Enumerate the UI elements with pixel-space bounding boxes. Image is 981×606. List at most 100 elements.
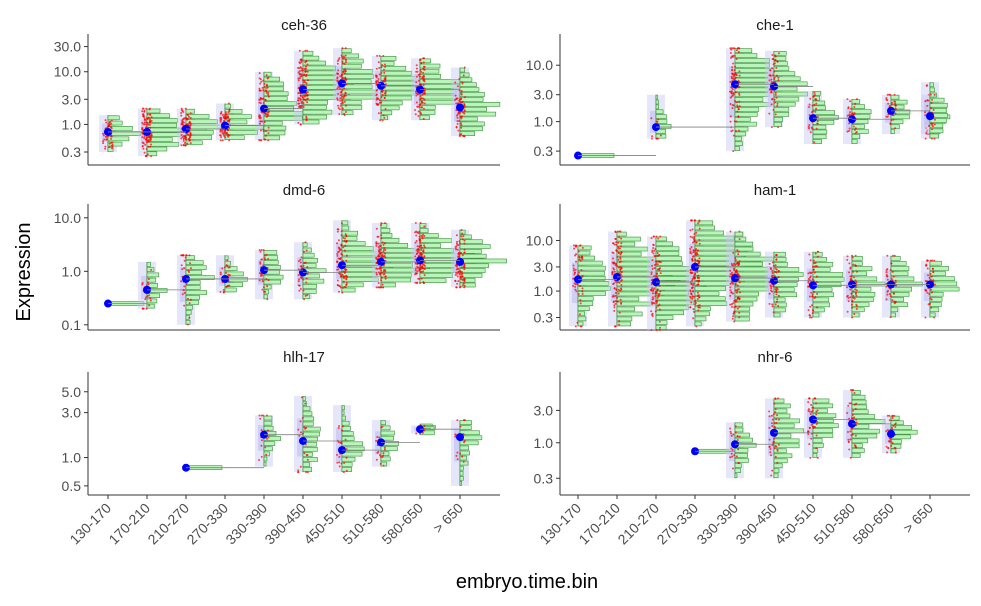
raw-point xyxy=(422,249,425,252)
raw-point xyxy=(343,72,346,75)
raw-point xyxy=(186,142,189,145)
raw-point xyxy=(341,95,344,98)
raw-point xyxy=(692,241,695,244)
raw-point xyxy=(847,438,850,441)
raw-point xyxy=(773,275,776,278)
raw-point xyxy=(737,253,740,256)
raw-point xyxy=(259,120,262,123)
bin-0 xyxy=(99,115,142,152)
raw-point xyxy=(304,427,307,430)
raw-point xyxy=(735,57,738,60)
raw-point xyxy=(737,288,740,291)
raw-point xyxy=(382,286,385,289)
raw-point xyxy=(463,441,466,444)
raw-point xyxy=(418,245,421,248)
y-tick-label: 10.0 xyxy=(54,210,81,226)
hist-bar xyxy=(734,231,744,237)
raw-point xyxy=(888,419,891,422)
raw-point xyxy=(341,102,344,105)
raw-point xyxy=(345,456,348,459)
panel-ceh-36: ceh-360.31.03.010.030.0 xyxy=(54,17,501,166)
raw-point xyxy=(615,243,618,246)
raw-point xyxy=(890,444,893,447)
raw-point xyxy=(340,222,343,225)
raw-point xyxy=(458,242,461,245)
raw-point xyxy=(689,229,692,232)
hist-bar xyxy=(146,303,155,309)
y-tick-label: 10.0 xyxy=(526,232,553,248)
raw-point xyxy=(697,274,700,277)
raw-point xyxy=(337,441,340,444)
raw-point xyxy=(772,264,775,267)
raw-point xyxy=(650,271,653,274)
bin-9 xyxy=(451,229,507,289)
hist-bar xyxy=(773,408,788,414)
raw-point xyxy=(344,78,347,81)
raw-point xyxy=(693,295,696,298)
raw-point xyxy=(854,279,857,282)
raw-point xyxy=(731,449,734,452)
raw-point xyxy=(265,253,268,256)
raw-point xyxy=(380,101,383,104)
raw-point xyxy=(144,155,147,158)
hist-bar xyxy=(655,114,667,119)
raw-point xyxy=(148,304,151,307)
raw-point xyxy=(807,401,810,404)
hist-bar xyxy=(929,266,949,271)
raw-point xyxy=(422,250,425,253)
hist-bar xyxy=(773,262,788,267)
hist-bar xyxy=(851,139,858,144)
raw-point xyxy=(337,251,340,254)
raw-point xyxy=(259,417,262,420)
raw-point xyxy=(298,105,301,108)
raw-point xyxy=(339,75,342,78)
raw-point xyxy=(184,256,187,259)
raw-point xyxy=(736,110,739,113)
x-tick-label: 390-450 xyxy=(261,500,309,548)
raw-point xyxy=(376,235,379,238)
x-tick-label: 270-330 xyxy=(183,500,231,548)
hist-bar xyxy=(773,122,782,127)
raw-point xyxy=(343,63,346,66)
raw-point xyxy=(736,435,739,438)
raw-point xyxy=(773,78,776,81)
hist-bar xyxy=(773,106,790,112)
raw-point xyxy=(415,92,418,95)
raw-point xyxy=(384,77,387,80)
raw-point xyxy=(737,264,740,267)
hist-bar xyxy=(851,404,867,410)
raw-point xyxy=(852,388,855,391)
raw-point xyxy=(145,148,148,151)
hist-bar xyxy=(185,300,200,305)
hist-bar xyxy=(341,426,351,431)
raw-point xyxy=(846,258,849,261)
hist-bar xyxy=(812,428,834,433)
raw-point xyxy=(460,90,463,93)
raw-point xyxy=(340,462,343,465)
raw-point xyxy=(698,304,701,307)
raw-point xyxy=(658,329,661,331)
raw-point xyxy=(734,72,737,75)
raw-point xyxy=(933,259,936,262)
raw-point xyxy=(305,82,308,85)
raw-point xyxy=(854,264,857,267)
raw-point xyxy=(219,134,222,137)
raw-point xyxy=(731,467,734,470)
raw-point xyxy=(855,281,858,284)
raw-point xyxy=(730,432,733,435)
raw-point xyxy=(264,99,267,102)
raw-point xyxy=(737,129,740,132)
raw-point xyxy=(885,430,888,433)
hist-bar xyxy=(851,448,865,453)
raw-point xyxy=(617,292,620,295)
raw-point xyxy=(149,121,152,124)
hist-bar xyxy=(302,289,317,294)
raw-point xyxy=(811,304,814,307)
hist-bar xyxy=(419,223,427,228)
raw-point xyxy=(812,279,815,282)
raw-point xyxy=(855,418,858,421)
raw-point xyxy=(774,303,777,306)
raw-point xyxy=(146,153,149,156)
raw-point xyxy=(735,455,738,458)
raw-point xyxy=(259,129,262,132)
